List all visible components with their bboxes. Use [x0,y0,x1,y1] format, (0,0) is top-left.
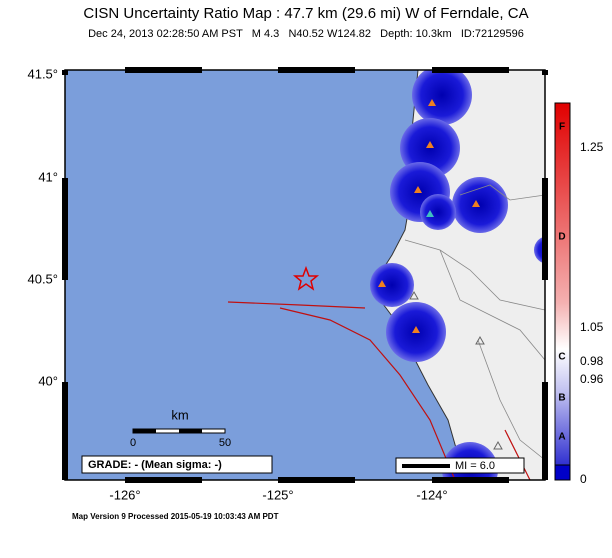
grade: GRADE: - (Mean sigma: -) [88,459,222,471]
colorbar-letter: D [558,232,565,243]
mi-box [395,457,525,474]
subtitle: Dec 24, 2013 02:28:50 AM PST M 4.3 N40.5… [88,28,524,40]
scale-label: 0 [130,437,136,449]
county-lines [404,184,545,461]
colorbar [554,102,571,466]
faults [227,301,531,480]
colorbar-letter: F [559,122,565,133]
mi-legend: MI = 6.0 [455,460,495,472]
scale-bar [132,428,226,434]
colorbar-letter: C [558,352,565,363]
footer: Map Version 9 Processed 2015-05-19 10:03… [72,512,279,521]
colorbar-labels: F D C B A 1.25 1.05 0.98 0.96 0 [558,122,603,487]
colorbar-zero [554,464,571,481]
lat-label: 40.5° [27,271,58,286]
epicenter [292,265,320,291]
coverage [370,70,545,480]
colorbar-value: 1.25 [580,140,604,154]
colorbar-value: 0.98 [580,354,604,368]
colorbar-value: 0.96 [580,372,604,386]
colorbar-letter: A [558,432,565,443]
colorbar-value: 0 [580,472,587,486]
lon-label: -126° [109,487,140,502]
scale-label: 50 [219,437,231,449]
map-area [65,70,545,480]
grade-box [81,455,273,474]
title: CISN Uncertainty Ratio Map : 47.7 km (29… [83,5,528,22]
lon-labels: -126° -125° -124° [109,487,447,502]
colorbar-letter: B [558,393,565,404]
lat-label: 41.5° [27,66,58,81]
lon-label: -124° [416,487,447,502]
frame-ticks [62,67,548,483]
stations [378,99,503,450]
lat-labels: 41.5° 41° 40.5° 40° [27,66,58,388]
lat-label: 40° [38,373,58,388]
lat-label: 41° [38,169,58,184]
scale-title: km [171,407,188,422]
colorbar-value: 1.05 [580,320,604,334]
lon-label: -125° [262,487,293,502]
